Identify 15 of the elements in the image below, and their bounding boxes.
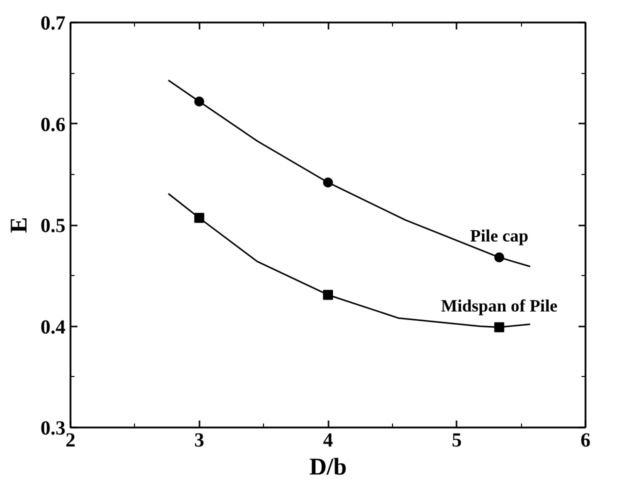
x-tick-label: 6 [580, 430, 590, 452]
y-tick-label: 0.7 [40, 12, 66, 34]
x-tick-label: 4 [323, 430, 333, 452]
x-axis-title: D/b [309, 454, 347, 480]
y-axis-title: E [6, 216, 32, 234]
series-label: Midspan of Pile [440, 296, 558, 316]
x-tick-label: 3 [194, 430, 204, 452]
y-tick-label: 0.4 [40, 316, 66, 338]
x-tick-label: 2 [66, 430, 76, 452]
y-tick-label: 0.3 [40, 418, 66, 440]
y-tick-label: 0.5 [40, 215, 66, 237]
y-tick-label: 0.6 [40, 114, 66, 136]
line-series [168, 79, 531, 268]
series-label: Pile cap [470, 226, 528, 246]
x-tick-label: 5 [452, 430, 462, 452]
